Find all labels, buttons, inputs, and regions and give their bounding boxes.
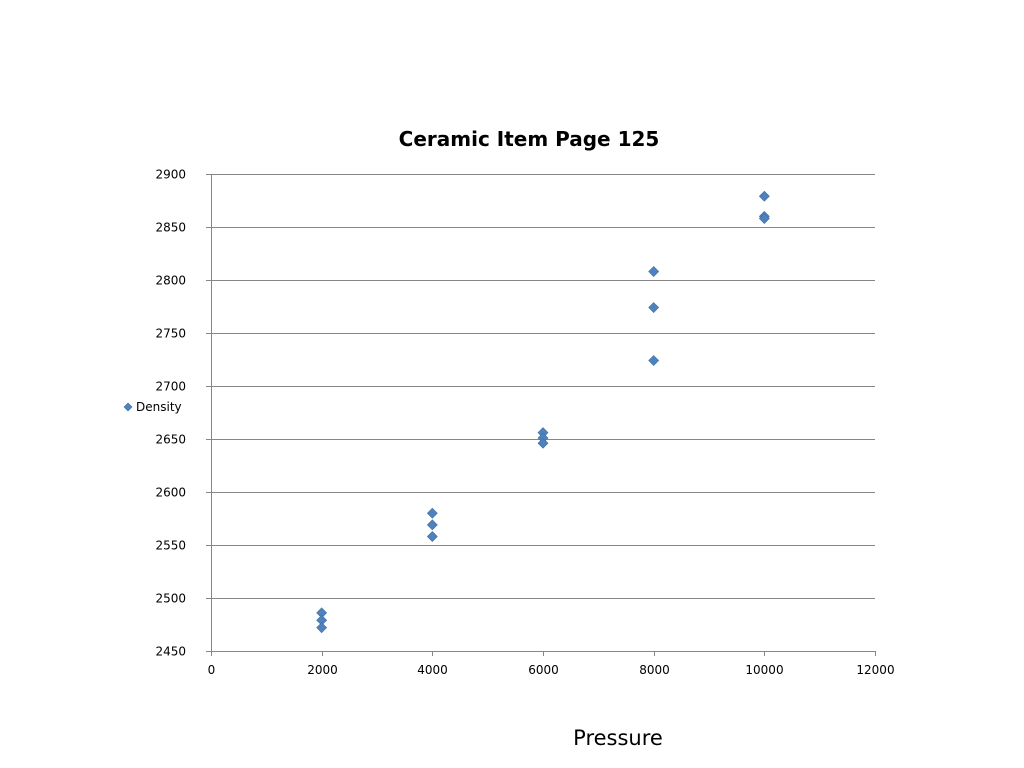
legend: Density: [123, 400, 182, 414]
y-tick-label: 2450: [155, 645, 186, 659]
x-axis-title: Pressure: [573, 726, 663, 750]
x-tick-label: 2000: [307, 663, 338, 677]
y-tick-label: 2700: [155, 380, 186, 394]
y-tick-label: 2800: [155, 274, 186, 288]
data-points: [316, 190, 770, 634]
data-point-0-14: [758, 213, 770, 224]
data-point-0-9: [648, 266, 660, 277]
x-tick-label: 4000: [417, 663, 448, 677]
y-tick-label: 2550: [155, 539, 186, 553]
y-tick-label: 2750: [155, 327, 186, 341]
legend-marker: [123, 402, 133, 412]
x-axis-tick-labels: 0 2000 4000 6000 8000 10000 12000: [208, 663, 895, 677]
data-point-0-2: [316, 622, 328, 634]
gridlines: [211, 174, 875, 652]
data-point-0-12: [758, 190, 770, 202]
y-tick-label: 2500: [155, 592, 186, 606]
data-point-0-8: [537, 437, 549, 449]
data-point-0-11: [648, 355, 660, 366]
x-tick-label: 8000: [639, 663, 670, 677]
chart-title: Ceramic Item Page 125: [399, 127, 660, 151]
data-point-0-3: [426, 507, 438, 519]
data-point-0-10: [648, 302, 660, 313]
x-tick-label: 10000: [745, 663, 783, 677]
data-point-0-4: [426, 519, 438, 531]
x-tick-label: 6000: [528, 663, 559, 677]
x-tick-label: 0: [208, 663, 216, 677]
data-point-0-5: [426, 531, 438, 542]
legend-label: Density: [136, 400, 182, 414]
y-tick-label: 2850: [155, 221, 186, 235]
y-axis-tick-labels: 2450 2500 2550 2600 2650 2700 2750 2800 2850 2900: [155, 168, 186, 659]
x-tick-label: 12000: [856, 663, 894, 677]
axes: [206, 174, 876, 656]
y-tick-label: 2600: [155, 486, 186, 500]
y-tick-label: 2650: [155, 433, 186, 447]
y-tick-label: 2900: [155, 168, 186, 182]
